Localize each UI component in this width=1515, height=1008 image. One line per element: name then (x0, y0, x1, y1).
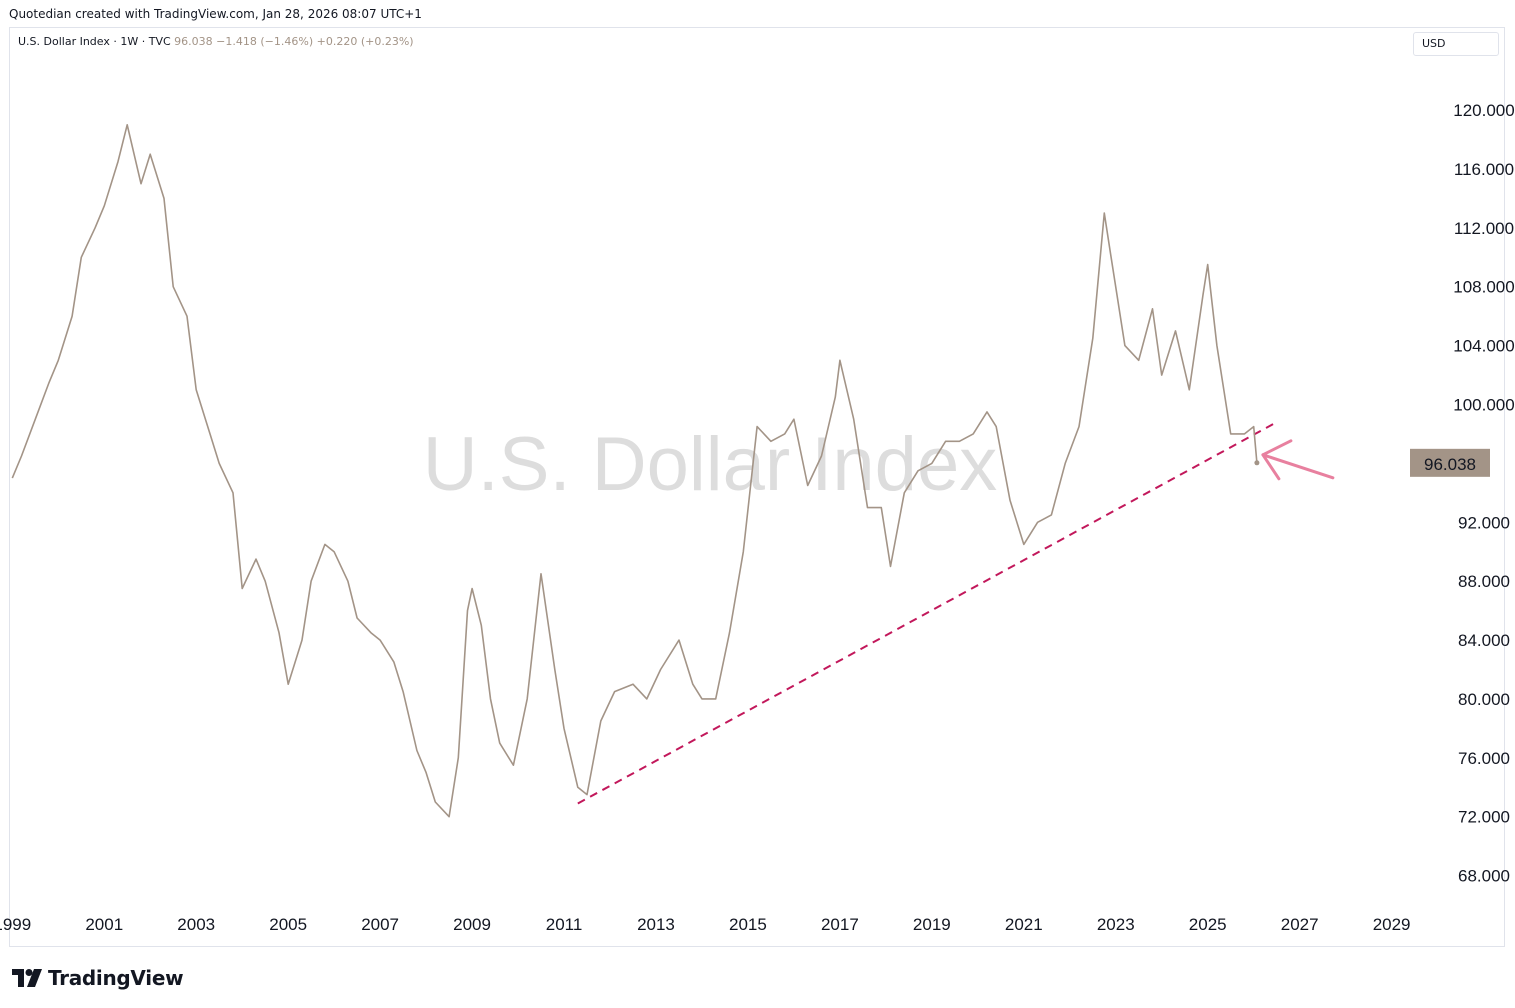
x-axis[interactable]: 1999 2001 2003 2005 2007 2009 2011 2013 2015 2017… (0, 915, 1411, 934)
x-tick-label: 2009 (453, 915, 491, 934)
tradingview-logo: TradingView (12, 966, 184, 990)
last-price-badge (1410, 448, 1490, 477)
x-tick-label: 2019 (913, 915, 951, 934)
x-tick-label: 2015 (729, 915, 767, 934)
x-tick-label: 2017 (821, 915, 859, 934)
tradingview-brand-text: TradingView (48, 966, 184, 990)
last-price-label: 96.038 (1424, 455, 1476, 474)
x-tick-label: 1999 (0, 915, 31, 934)
x-tick-label: 2013 (637, 915, 675, 934)
last-price-dot (1254, 460, 1260, 466)
legend-symbol: U.S. Dollar Index · 1W · TVC (18, 35, 171, 48)
last-price-layer: 96.038 (1410, 448, 1490, 477)
x-tick-label: 2025 (1189, 915, 1227, 934)
x-tick-label: 2021 (1005, 915, 1043, 934)
trendline-layer (577, 421, 1278, 805)
x-tick-label: 2001 (85, 915, 123, 934)
y-tick-label: 72.000 (1458, 808, 1510, 827)
x-tick-label: 2023 (1097, 915, 1135, 934)
y-tick-label: 84.000 (1458, 631, 1510, 650)
y-tick-label: 108.000 (1453, 278, 1514, 297)
y-tick-label: 104.000 (1453, 337, 1514, 356)
support-trendline (577, 421, 1278, 805)
watermark-text: U.S. Dollar Index (423, 422, 997, 507)
y-axis[interactable]: 120.000 116.000 112.000 108.000 104.000 100.0… (1453, 101, 1514, 886)
x-tick-label: 2011 (546, 915, 583, 934)
y-tick-label: 88.000 (1458, 572, 1510, 591)
x-tick-label: 2005 (269, 915, 307, 934)
y-tick-label: 116.000 (1454, 160, 1514, 179)
legend-ext-change: +0.220 (+0.23%) (316, 35, 414, 48)
tradingview-logo-icon (12, 969, 42, 987)
y-tick-label: 120.000 (1453, 101, 1514, 120)
x-tick-label: 2003 (177, 915, 215, 934)
y-tick-label: 112.000 (1454, 219, 1514, 238)
x-tick-label: 2007 (361, 915, 399, 934)
legend-change: −1.418 (−1.46%) (216, 35, 314, 48)
price-series-line (11, 124, 1258, 818)
annotation-arrow (1261, 439, 1335, 481)
legend-last-value: 96.038 (174, 35, 213, 48)
x-tick-label: 2029 (1373, 915, 1411, 934)
currency-selector[interactable]: USD (1413, 32, 1499, 56)
series-layer (11, 124, 1260, 818)
y-tick-label: 80.000 (1458, 690, 1510, 709)
annotation-arrow-layer (1261, 439, 1335, 481)
y-tick-label: 92.000 (1458, 513, 1510, 532)
y-tick-label: 76.000 (1458, 749, 1510, 768)
y-tick-label: 100.000 (1453, 396, 1514, 415)
y-tick-label: 68.000 (1458, 867, 1510, 886)
symbol-legend[interactable]: U.S. Dollar Index · 1W · TVC 96.038 −1.4… (18, 35, 414, 48)
x-tick-label: 2027 (1281, 915, 1319, 934)
chart-frame (9, 27, 1505, 947)
chart-caption: Quotedian created with TradingView.com, … (9, 7, 422, 21)
